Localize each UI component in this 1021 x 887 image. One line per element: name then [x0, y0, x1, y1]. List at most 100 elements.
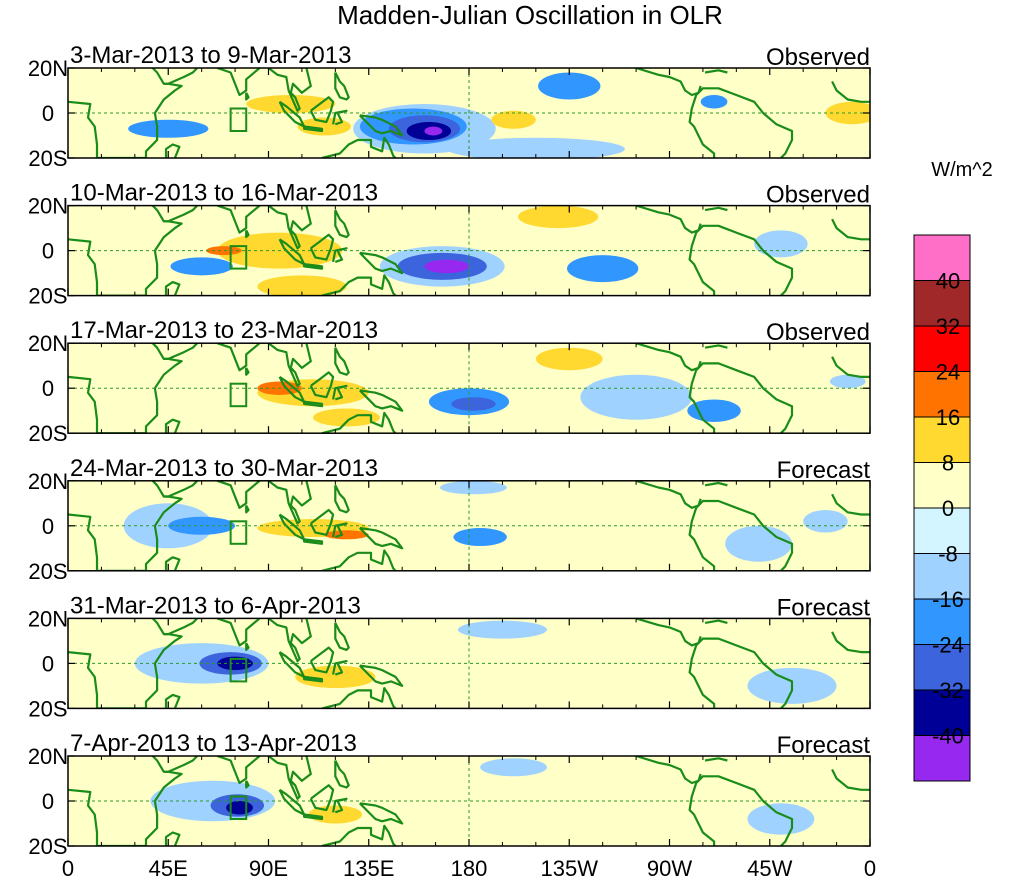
coastline-india [216, 68, 261, 97]
negative-olr-anomaly [567, 255, 639, 283]
coastline-australia-north [321, 549, 397, 571]
positive-olr-anomaly [295, 665, 376, 689]
positive-olr-anomaly [257, 275, 347, 296]
positive-olr-anomaly [524, 489, 637, 517]
lat-label: 0 [42, 789, 54, 814]
positive-olr-anomaly [491, 110, 536, 129]
map-panel: 20N 0 20S 17-Mar-2013 to 23-Mar-2013 Observe… [28, 317, 871, 446]
colorbar-label: -8 [938, 542, 958, 567]
coastline-mainland-se-asia [267, 618, 312, 663]
positive-olr-anomaly [252, 823, 307, 842]
lon-label: 180 [451, 856, 488, 881]
colorbar: 40 32 24 16 8 0 -8 -16 -24 -32 -40 [913, 234, 971, 782]
positive-olr-anomaly [698, 101, 766, 143]
panel-kind: Forecast [777, 594, 871, 621]
coastlines [68, 618, 870, 709]
negative-olr-anomaly [453, 528, 507, 547]
longitude-axis: 0 45E 90E 135E 180 135W 90W 45W 0 [62, 856, 876, 881]
coastline-philippines [334, 760, 350, 789]
coastlines [68, 756, 870, 846]
map-panel: 20N 0 20S 24-Mar-2013 to 30-Mar-2013 Forecas… [28, 455, 871, 584]
coastline-caribbean [704, 619, 728, 624]
positive-olr-anomaly [206, 246, 242, 256]
colorbar-label: -24 [932, 633, 964, 658]
negative-olr-anomaly [829, 374, 866, 389]
lat-label: 20N [28, 56, 68, 81]
coastline-java [303, 813, 324, 821]
lat-label: 20S [28, 834, 67, 859]
units-label: W/m^2 [931, 159, 993, 181]
coastline-sulawesi [332, 247, 348, 263]
coastline-borneo [309, 784, 335, 812]
negative-olr-anomaly [123, 503, 213, 549]
negative-olr-anomaly [440, 480, 507, 495]
panel-kind: Observed [766, 44, 870, 71]
coastline-west-africa [831, 769, 870, 791]
coastline-arabia [163, 480, 198, 498]
coastlines [68, 480, 870, 571]
coastline-new-guinea [359, 802, 404, 825]
panel-period: 10-Mar-2013 to 16-Mar-2013 [70, 180, 378, 207]
lat-label: 20N [28, 606, 68, 631]
reference-box [229, 382, 248, 408]
coastline-india [216, 756, 261, 785]
panel-period: 7-Apr-2013 to 13-Apr-2013 [70, 730, 357, 757]
reference-box [229, 107, 248, 132]
coastline-arabia [163, 756, 198, 773]
coastline-philippines [334, 484, 350, 514]
lat-label: 20S [28, 284, 67, 309]
coastline-madagascar [164, 143, 181, 158]
negative-olr-anomaly [457, 620, 547, 639]
coastline-philippines [334, 72, 350, 101]
coastline-mainland-se-asia [267, 756, 312, 800]
coastline-borneo [309, 508, 335, 536]
map-panel: 20N 0 20S 7-Apr-2013 to 13-Apr-2013 Forecast [28, 730, 871, 859]
coastline-new-guinea [359, 664, 404, 687]
coastline-india [216, 205, 261, 234]
colorbar-swatch [913, 598, 971, 645]
coastline-australia-north [321, 687, 397, 709]
colorbar-swatch [913, 234, 971, 281]
coastline-java [303, 675, 324, 683]
colorbar-swatch [913, 507, 971, 554]
map-panel: 20N 0 20S 3-Mar-2013 to 9-Mar-2013 Observed [28, 42, 871, 171]
map-panel: 20N 0 20S 10-Mar-2013 to 16-Mar-2013 Observe… [28, 180, 871, 309]
colorbar-label: -32 [932, 678, 964, 703]
coastline-java [303, 400, 324, 408]
positive-olr-anomaly [518, 205, 599, 229]
coastline-philippines [334, 622, 350, 651]
colorbar-label: -40 [932, 724, 964, 749]
colorbar-swatch [913, 735, 971, 782]
coastline-south-america-west [688, 232, 716, 296]
positive-olr-anomaly [174, 92, 220, 107]
positive-olr-anomaly [313, 408, 380, 427]
anomaly-field [68, 205, 859, 296]
coastline-caribbean [704, 757, 728, 762]
lat-label: 20N [28, 331, 68, 356]
panel-kind: Observed [766, 319, 870, 346]
coastline-arabia [163, 343, 198, 360]
coastline-java [303, 538, 324, 545]
coastline-borneo [309, 646, 335, 674]
panel-period: 3-Mar-2013 to 9-Mar-2013 [70, 42, 351, 69]
negative-olr-anomaly [725, 525, 793, 562]
reference-box [229, 795, 248, 820]
coastline-new-guinea [359, 389, 404, 412]
coastline-java [303, 263, 324, 270]
lat-label: 0 [42, 651, 54, 676]
colorbar-label: 16 [936, 405, 960, 430]
colorbar-swatch [913, 462, 971, 509]
coastline-new-guinea [359, 114, 404, 137]
coastline-south-america-west [688, 369, 716, 434]
colorbar-swatch [913, 553, 971, 600]
coastline-india [216, 480, 261, 509]
positive-olr-anomaly [613, 643, 726, 666]
colorbar-swatch [913, 416, 971, 463]
coastline-caribbean [704, 481, 728, 487]
coastline-sulawesi [332, 660, 348, 676]
coastline-new-guinea [359, 251, 404, 275]
lon-label: 45E [149, 856, 188, 881]
coastline-mainland-se-asia [267, 480, 312, 525]
